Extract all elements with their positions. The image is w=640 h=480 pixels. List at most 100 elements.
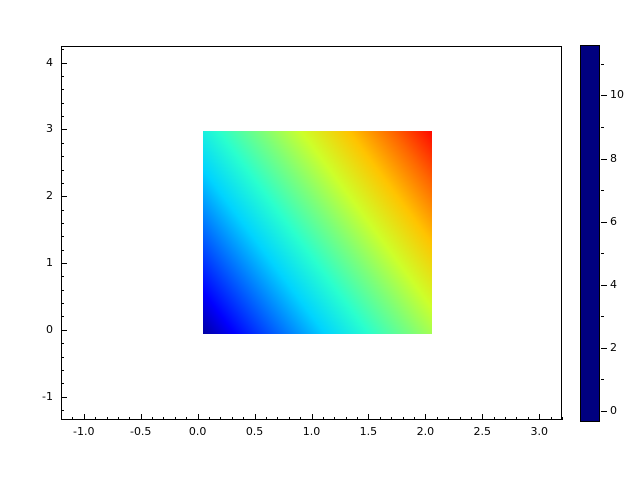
y-tick-label: -1 xyxy=(42,389,53,403)
y-tick-minor xyxy=(61,410,64,411)
x-tick-minor xyxy=(266,417,267,420)
y-tick-major xyxy=(61,330,67,331)
colorbar-tick-label: 10 xyxy=(610,88,624,102)
x-tick-minor xyxy=(380,417,381,420)
colorbar-tick-major xyxy=(601,159,607,160)
x-tick-minor xyxy=(414,417,415,420)
x-tick-label: -0.5 xyxy=(129,425,152,438)
y-tick-minor xyxy=(61,89,64,90)
y-tick-major xyxy=(61,196,67,197)
y-tick-minor xyxy=(61,343,64,344)
x-tick-minor xyxy=(471,417,472,420)
x-tick-major xyxy=(312,414,313,420)
colorbar-tick-minor xyxy=(601,316,604,317)
x-tick-label: 1.5 xyxy=(359,425,378,438)
y-tick-label: 4 xyxy=(46,55,53,69)
colorbar-tick-minor xyxy=(601,379,604,380)
colorbar-tick-minor xyxy=(601,64,604,65)
x-tick-minor xyxy=(209,417,210,420)
x-tick-minor xyxy=(528,417,529,420)
colorbar-tick-label: 0 xyxy=(610,403,617,417)
y-tick-label: 1 xyxy=(46,256,53,270)
x-tick-major xyxy=(539,414,540,420)
x-tick-label: 2.0 xyxy=(416,425,435,438)
x-tick-minor xyxy=(95,417,96,420)
x-tick-minor xyxy=(163,417,164,420)
x-tick-major xyxy=(198,414,199,420)
y-tick-major xyxy=(61,397,67,398)
y-tick-major xyxy=(61,63,67,64)
colorbar-tick-major xyxy=(601,348,607,349)
colorbar-tick-minor xyxy=(601,190,604,191)
y-tick-major xyxy=(61,129,67,130)
y-tick-minor xyxy=(61,276,64,277)
x-tick-minor xyxy=(152,417,153,420)
plot-axes[interactable] xyxy=(61,46,562,420)
x-tick-minor xyxy=(61,417,62,420)
colorbar-tick-minor xyxy=(601,127,604,128)
y-tick-label: 2 xyxy=(46,189,53,203)
x-tick-minor xyxy=(346,417,347,420)
colorbar-gradient xyxy=(581,46,599,421)
y-tick-minor xyxy=(61,383,64,384)
x-tick-label: 0.5 xyxy=(245,425,264,438)
y-tick-minor xyxy=(61,210,64,211)
y-tick-label: 0 xyxy=(46,322,53,336)
x-tick-minor xyxy=(323,417,324,420)
heatmap-image xyxy=(203,131,432,334)
x-tick-major xyxy=(255,414,256,420)
y-tick-minor xyxy=(61,49,64,50)
y-tick-minor xyxy=(61,357,64,358)
x-tick-major xyxy=(141,414,142,420)
y-tick-minor xyxy=(61,290,64,291)
x-tick-minor xyxy=(437,417,438,420)
colorbar-tick-label: 6 xyxy=(610,214,617,228)
x-tick-minor xyxy=(107,417,108,420)
x-tick-minor xyxy=(391,417,392,420)
x-tick-minor xyxy=(72,417,73,420)
x-tick-minor xyxy=(175,417,176,420)
y-tick-minor xyxy=(61,303,64,304)
x-tick-minor xyxy=(277,417,278,420)
x-tick-minor xyxy=(516,417,517,420)
colorbar-tick-major xyxy=(601,285,607,286)
y-tick-label: 3 xyxy=(46,122,53,136)
y-tick-minor xyxy=(61,170,64,171)
y-tick-minor xyxy=(61,223,64,224)
x-tick-minor xyxy=(505,417,506,420)
x-tick-minor xyxy=(300,417,301,420)
colorbar-tick-label: 4 xyxy=(610,277,617,291)
colorbar-tick-label: 8 xyxy=(610,151,617,165)
colorbar-tick-label: 2 xyxy=(610,340,617,354)
y-tick-minor xyxy=(61,143,64,144)
colorbar-tick-major xyxy=(601,95,607,96)
x-tick-major xyxy=(368,414,369,420)
x-tick-minor xyxy=(403,417,404,420)
y-tick-minor xyxy=(61,76,64,77)
x-tick-minor xyxy=(289,417,290,420)
x-tick-minor xyxy=(334,417,335,420)
x-tick-major xyxy=(482,414,483,420)
y-tick-minor xyxy=(61,156,64,157)
y-tick-minor xyxy=(61,183,64,184)
y-tick-minor xyxy=(61,236,64,237)
x-tick-minor xyxy=(186,417,187,420)
x-tick-minor xyxy=(562,417,563,420)
x-tick-minor xyxy=(551,417,552,420)
x-tick-label: 2.5 xyxy=(473,425,492,438)
x-tick-minor xyxy=(448,417,449,420)
y-tick-minor xyxy=(61,316,64,317)
x-tick-label: 0.0 xyxy=(188,425,207,438)
x-tick-minor xyxy=(232,417,233,420)
colorbar-tick-major xyxy=(601,411,607,412)
colorbar-tick-minor xyxy=(601,253,604,254)
x-tick-label: 1.0 xyxy=(302,425,321,438)
y-tick-minor xyxy=(61,103,64,104)
y-tick-minor xyxy=(61,370,64,371)
x-tick-label: 3.0 xyxy=(530,425,548,438)
y-tick-major xyxy=(61,263,67,264)
x-tick-minor xyxy=(460,417,461,420)
y-tick-minor xyxy=(61,116,64,117)
colorbar[interactable] xyxy=(580,45,600,422)
